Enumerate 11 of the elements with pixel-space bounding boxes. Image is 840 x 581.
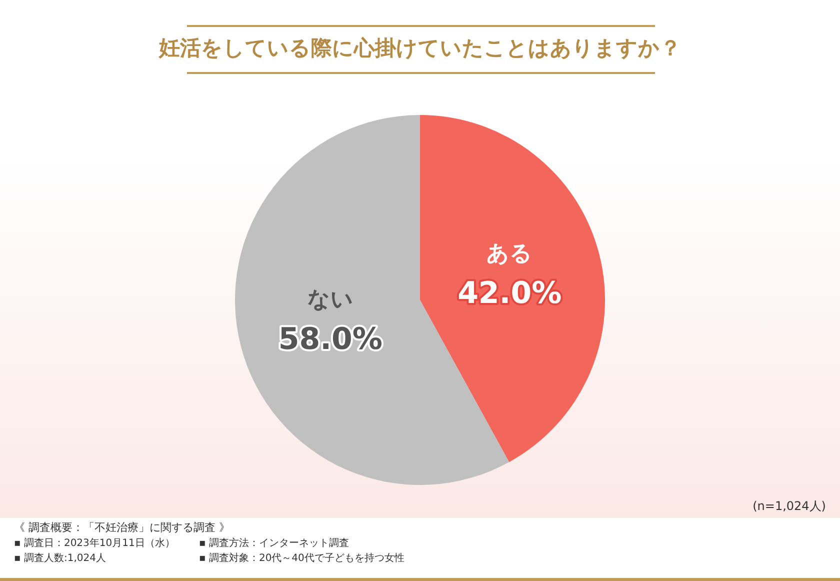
text: ▪ 調査人数:1,024人 [14,552,107,566]
data-label: 42.0% [458,276,562,311]
text: (n=1,024人) [752,498,826,515]
data-label: 58.0% [278,322,382,357]
slice-label: ある [486,242,533,267]
slice-label: ない [307,288,354,313]
text: ▪ 調査日：2023年10月11日（水） [14,536,176,551]
text: ▪ 調査方法：インターネット調査 [199,536,350,551]
text: ▪ 調査対象：20代～40代で子どもを持つ女性 [199,552,406,566]
text: 《 調査概要：「不妊治療」に関する調査 》 [14,520,230,535]
chart-title: 妊活をしている際に心掛けていたことはありますか？ [158,34,682,62]
